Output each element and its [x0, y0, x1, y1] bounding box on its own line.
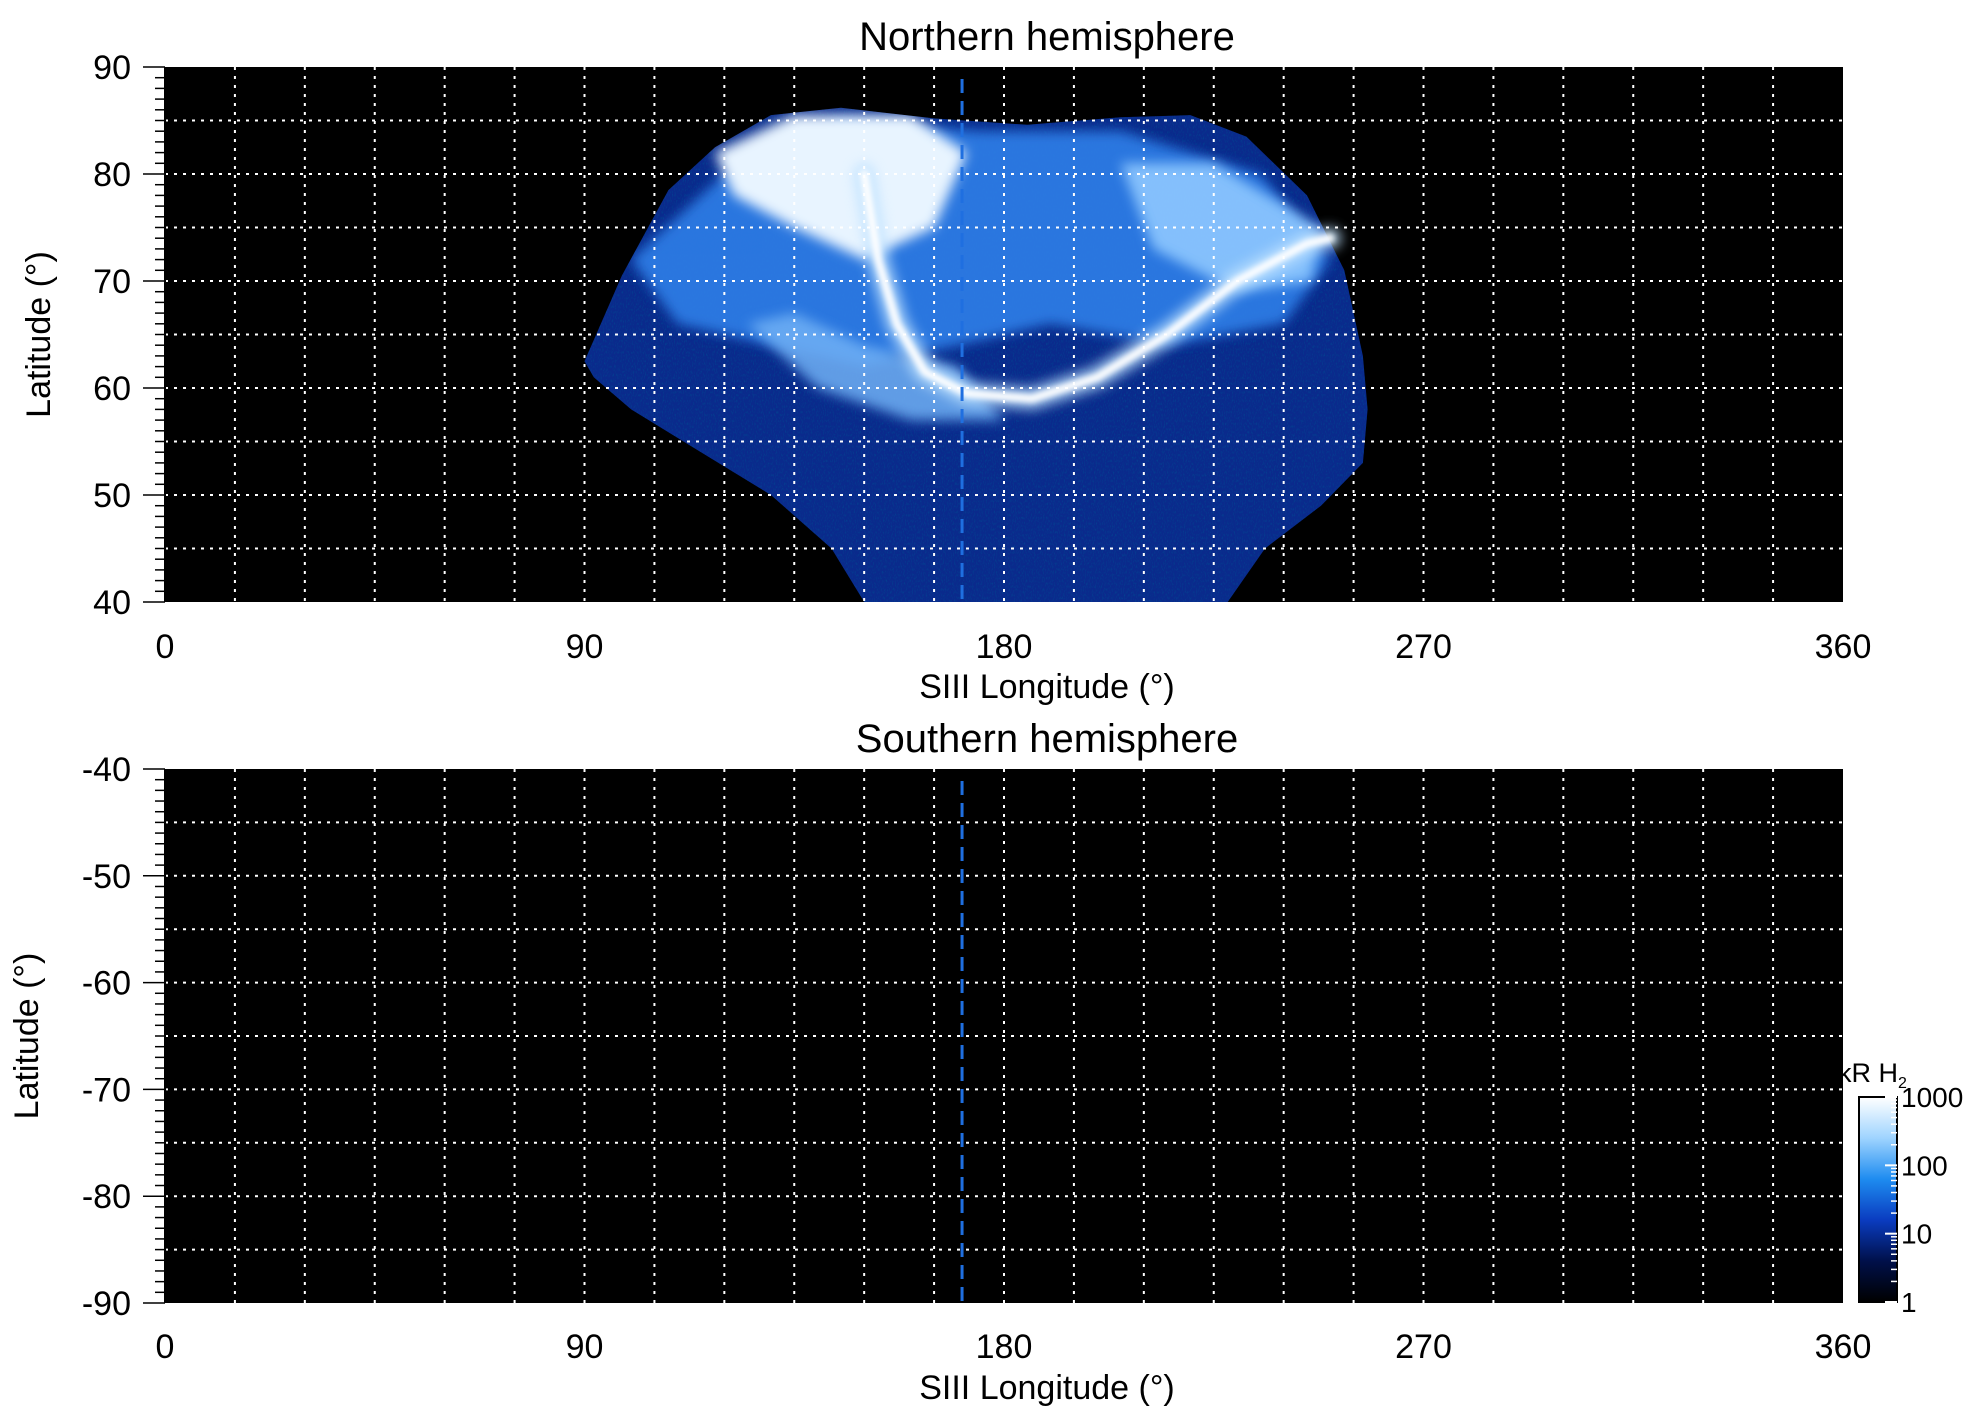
x-tick-label: 0: [156, 1328, 175, 1366]
y-tick-label: 50: [93, 477, 131, 515]
y-tick-label: -40: [82, 751, 131, 789]
y-tick-label: 70: [93, 263, 131, 301]
y-tick-label: -60: [82, 965, 131, 1003]
northern-x-axis-label: SIII Longitude (°): [919, 668, 1175, 706]
southern-hemisphere-panel: Southern hemisphere -40 -50 -60 -70 -80 -90 0…: [8, 717, 1871, 1407]
y-tick-label: -70: [82, 1071, 131, 1109]
colorbar-tick-label: 100: [1901, 1150, 1948, 1181]
northern-hemisphere-title: Northern hemisphere: [859, 15, 1235, 59]
y-tick-label: 40: [93, 584, 131, 622]
southern-grid: [165, 769, 1843, 1303]
southern-x-axis-label: SIII Longitude (°): [919, 1369, 1175, 1407]
y-tick-label: -90: [82, 1285, 131, 1323]
y-tick-label: -50: [82, 858, 131, 896]
x-tick-label: 90: [566, 628, 604, 666]
northern-grid: [165, 67, 1843, 602]
southern-hemisphere-title: Southern hemisphere: [856, 717, 1238, 761]
emission-polar-bright: [715, 115, 967, 260]
y-tick-label: 80: [93, 156, 131, 194]
x-tick-label: 90: [566, 1328, 604, 1366]
y-tick-label: -80: [82, 1178, 131, 1216]
northern-x-ticks: 0 90 180 270 360: [156, 628, 1872, 666]
emission-bright-layer: [631, 115, 1331, 421]
northern-y-ticks: 40 50 60 70 80 90: [93, 49, 166, 622]
main-oval: [860, 170, 1335, 403]
x-tick-label: 360: [1815, 1328, 1872, 1366]
y-tick-label: 60: [93, 370, 131, 408]
northern-y-axis-label: Latitude (°): [20, 251, 58, 418]
colorbar-tick-label: 1: [1901, 1287, 1917, 1318]
colorbar-ticks: 1000 100 10 1: [1885, 1082, 1963, 1318]
colorbar-title: kR H2: [1838, 1058, 1907, 1092]
x-tick-label: 270: [1395, 628, 1452, 666]
northern-hemisphere-panel: Northern hemisphere 40 50 60 70 80 90 0 90 180 2…: [20, 15, 1871, 706]
x-tick-label: 270: [1395, 1328, 1452, 1366]
colorbar: kR H2 1000 100 10 1: [1838, 1058, 1963, 1318]
southern-x-ticks: 0 90 180 270 360: [156, 1328, 1872, 1366]
colorbar-title-subscript: 2: [1898, 1075, 1907, 1092]
x-tick-label: 180: [976, 1328, 1033, 1366]
colorbar-tick-label: 10: [1901, 1219, 1932, 1250]
southern-y-axis-label: Latitude (°): [8, 953, 46, 1120]
x-tick-label: 0: [156, 628, 175, 666]
colorbar-title-main: kR H: [1838, 1058, 1898, 1088]
y-tick-label: 90: [93, 49, 131, 87]
x-tick-label: 360: [1815, 628, 1872, 666]
colorbar-gradient: [1858, 1096, 1898, 1303]
colorbar-tick-label: 1000: [1901, 1082, 1963, 1113]
x-tick-label: 180: [976, 628, 1033, 666]
emission-lower-glow: [747, 313, 1004, 421]
southern-y-ticks: -40 -50 -60 -70 -80 -90: [82, 751, 166, 1323]
